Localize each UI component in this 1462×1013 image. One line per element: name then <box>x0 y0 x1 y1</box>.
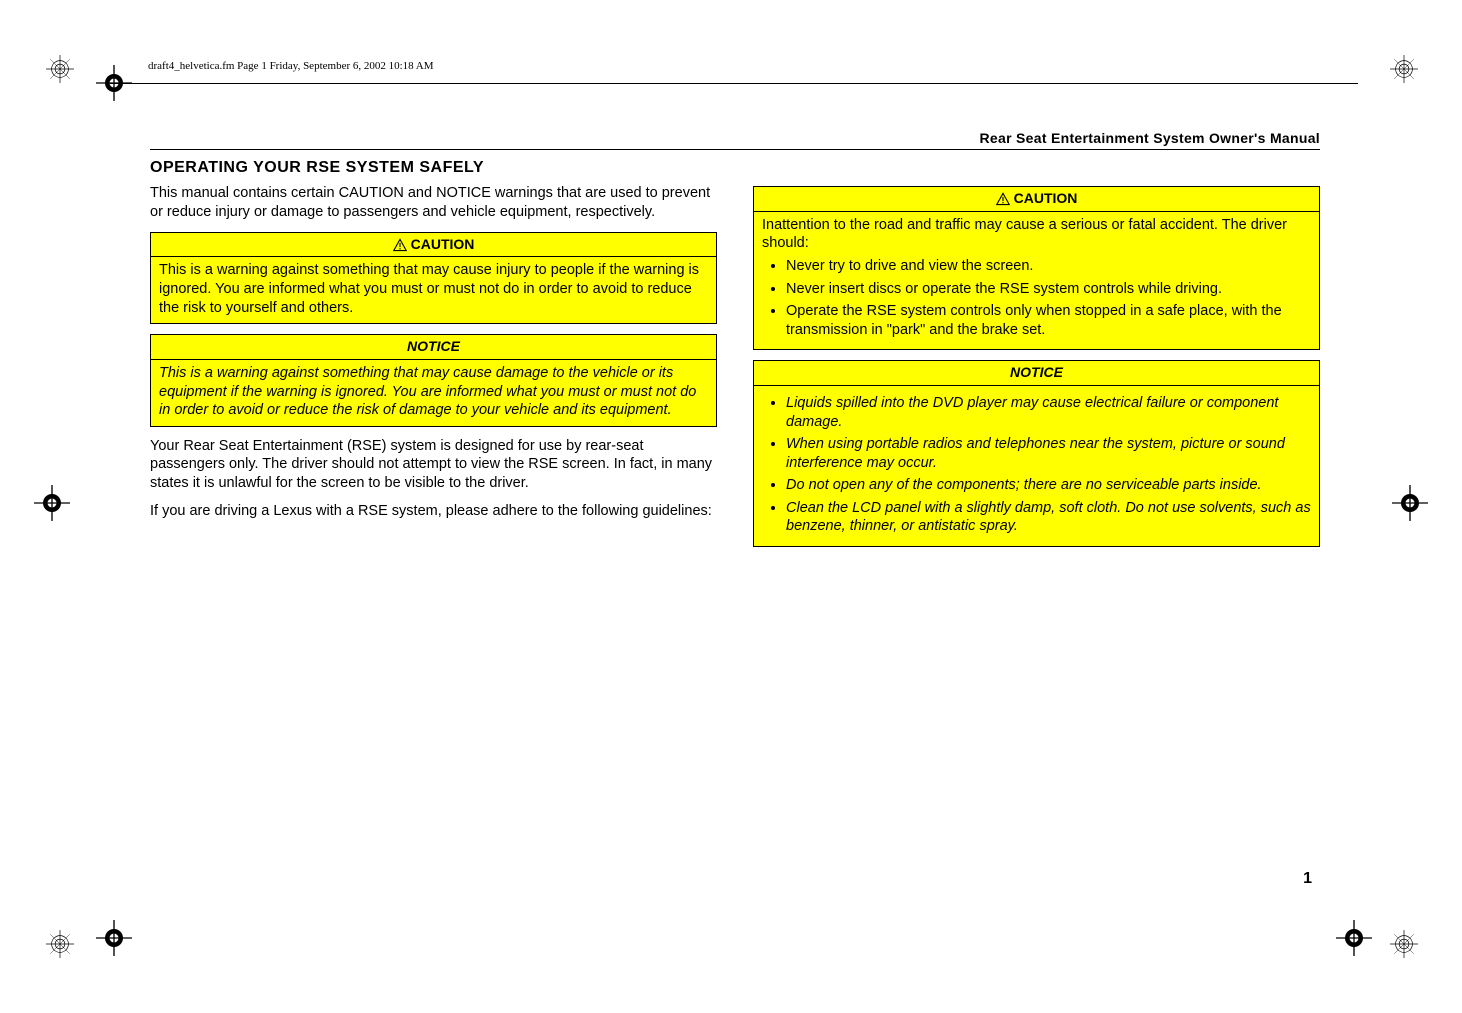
crossmark-icon <box>1336 920 1372 956</box>
notice-box-header: NOTICE <box>151 335 716 360</box>
notice-care-list: Liquids spilled into the DVD player may … <box>762 394 1311 536</box>
caution-label: CAUTION <box>1014 190 1078 208</box>
crossmark-icon <box>34 485 70 521</box>
section-title: OPERATING YOUR RSE SYSTEM SAFELY <box>150 158 717 178</box>
list-item: Never try to drive and view the screen. <box>786 257 1311 276</box>
page-number: 1 <box>1303 870 1312 888</box>
regmark-icon <box>1390 930 1418 958</box>
caution-driver-intro: Inattention to the road and traffic may … <box>762 216 1311 253</box>
caution-driver-header: CAUTION <box>754 187 1319 212</box>
notice-care-box: NOTICE Liquids spilled into the DVD play… <box>753 360 1320 547</box>
list-item: Never insert discs or operate the RSE sy… <box>786 280 1311 299</box>
rse-paragraph-2: If you are driving a Lexus with a RSE sy… <box>150 502 717 521</box>
warning-triangle-icon <box>996 192 1010 206</box>
list-item: Liquids spilled into the DVD player may … <box>786 394 1311 431</box>
caution-driver-list: Never try to drive and view the screen. … <box>762 257 1311 339</box>
intro-paragraph: This manual contains certain CAUTION and… <box>150 184 717 221</box>
crossmark-icon <box>1392 485 1428 521</box>
warning-triangle-icon <box>393 238 407 252</box>
left-column: OPERATING YOUR RSE SYSTEM SAFELY This ma… <box>150 158 717 557</box>
page-body: Rear Seat Entertainment System Owner's M… <box>150 130 1320 557</box>
right-column: CAUTION Inattention to the road and traf… <box>753 158 1320 557</box>
caution-label: CAUTION <box>411 236 475 254</box>
regmark-icon <box>46 55 74 83</box>
list-item: Clean the LCD panel with a slightly damp… <box>786 499 1311 536</box>
caution-definition-body: This is a warning against something that… <box>151 257 716 323</box>
list-item: Do not open any of the components; there… <box>786 476 1311 495</box>
draft-note: draft4_helvetica.fm Page 1 Friday, Septe… <box>145 59 437 73</box>
notice-definition-box: NOTICE This is a warning against somethi… <box>150 334 717 427</box>
caution-box-header: CAUTION <box>151 233 716 258</box>
notice-care-header: NOTICE <box>754 361 1319 386</box>
notice-definition-body: This is a warning against something that… <box>151 360 716 426</box>
top-rule <box>110 83 1358 84</box>
caution-driver-box: CAUTION Inattention to the road and traf… <box>753 186 1320 350</box>
crossmark-icon <box>96 920 132 956</box>
caution-definition-box: CAUTION This is a warning against someth… <box>150 232 717 325</box>
regmark-icon <box>1390 55 1418 83</box>
running-head: Rear Seat Entertainment System Owner's M… <box>150 130 1320 150</box>
list-item: Operate the RSE system controls only whe… <box>786 302 1311 339</box>
list-item: When using portable radios and telephone… <box>786 435 1311 472</box>
rse-paragraph-1: Your Rear Seat Entertainment (RSE) syste… <box>150 437 717 493</box>
regmark-icon <box>46 930 74 958</box>
caution-driver-body: Inattention to the road and traffic may … <box>754 212 1319 349</box>
notice-care-body: Liquids spilled into the DVD player may … <box>754 386 1319 546</box>
